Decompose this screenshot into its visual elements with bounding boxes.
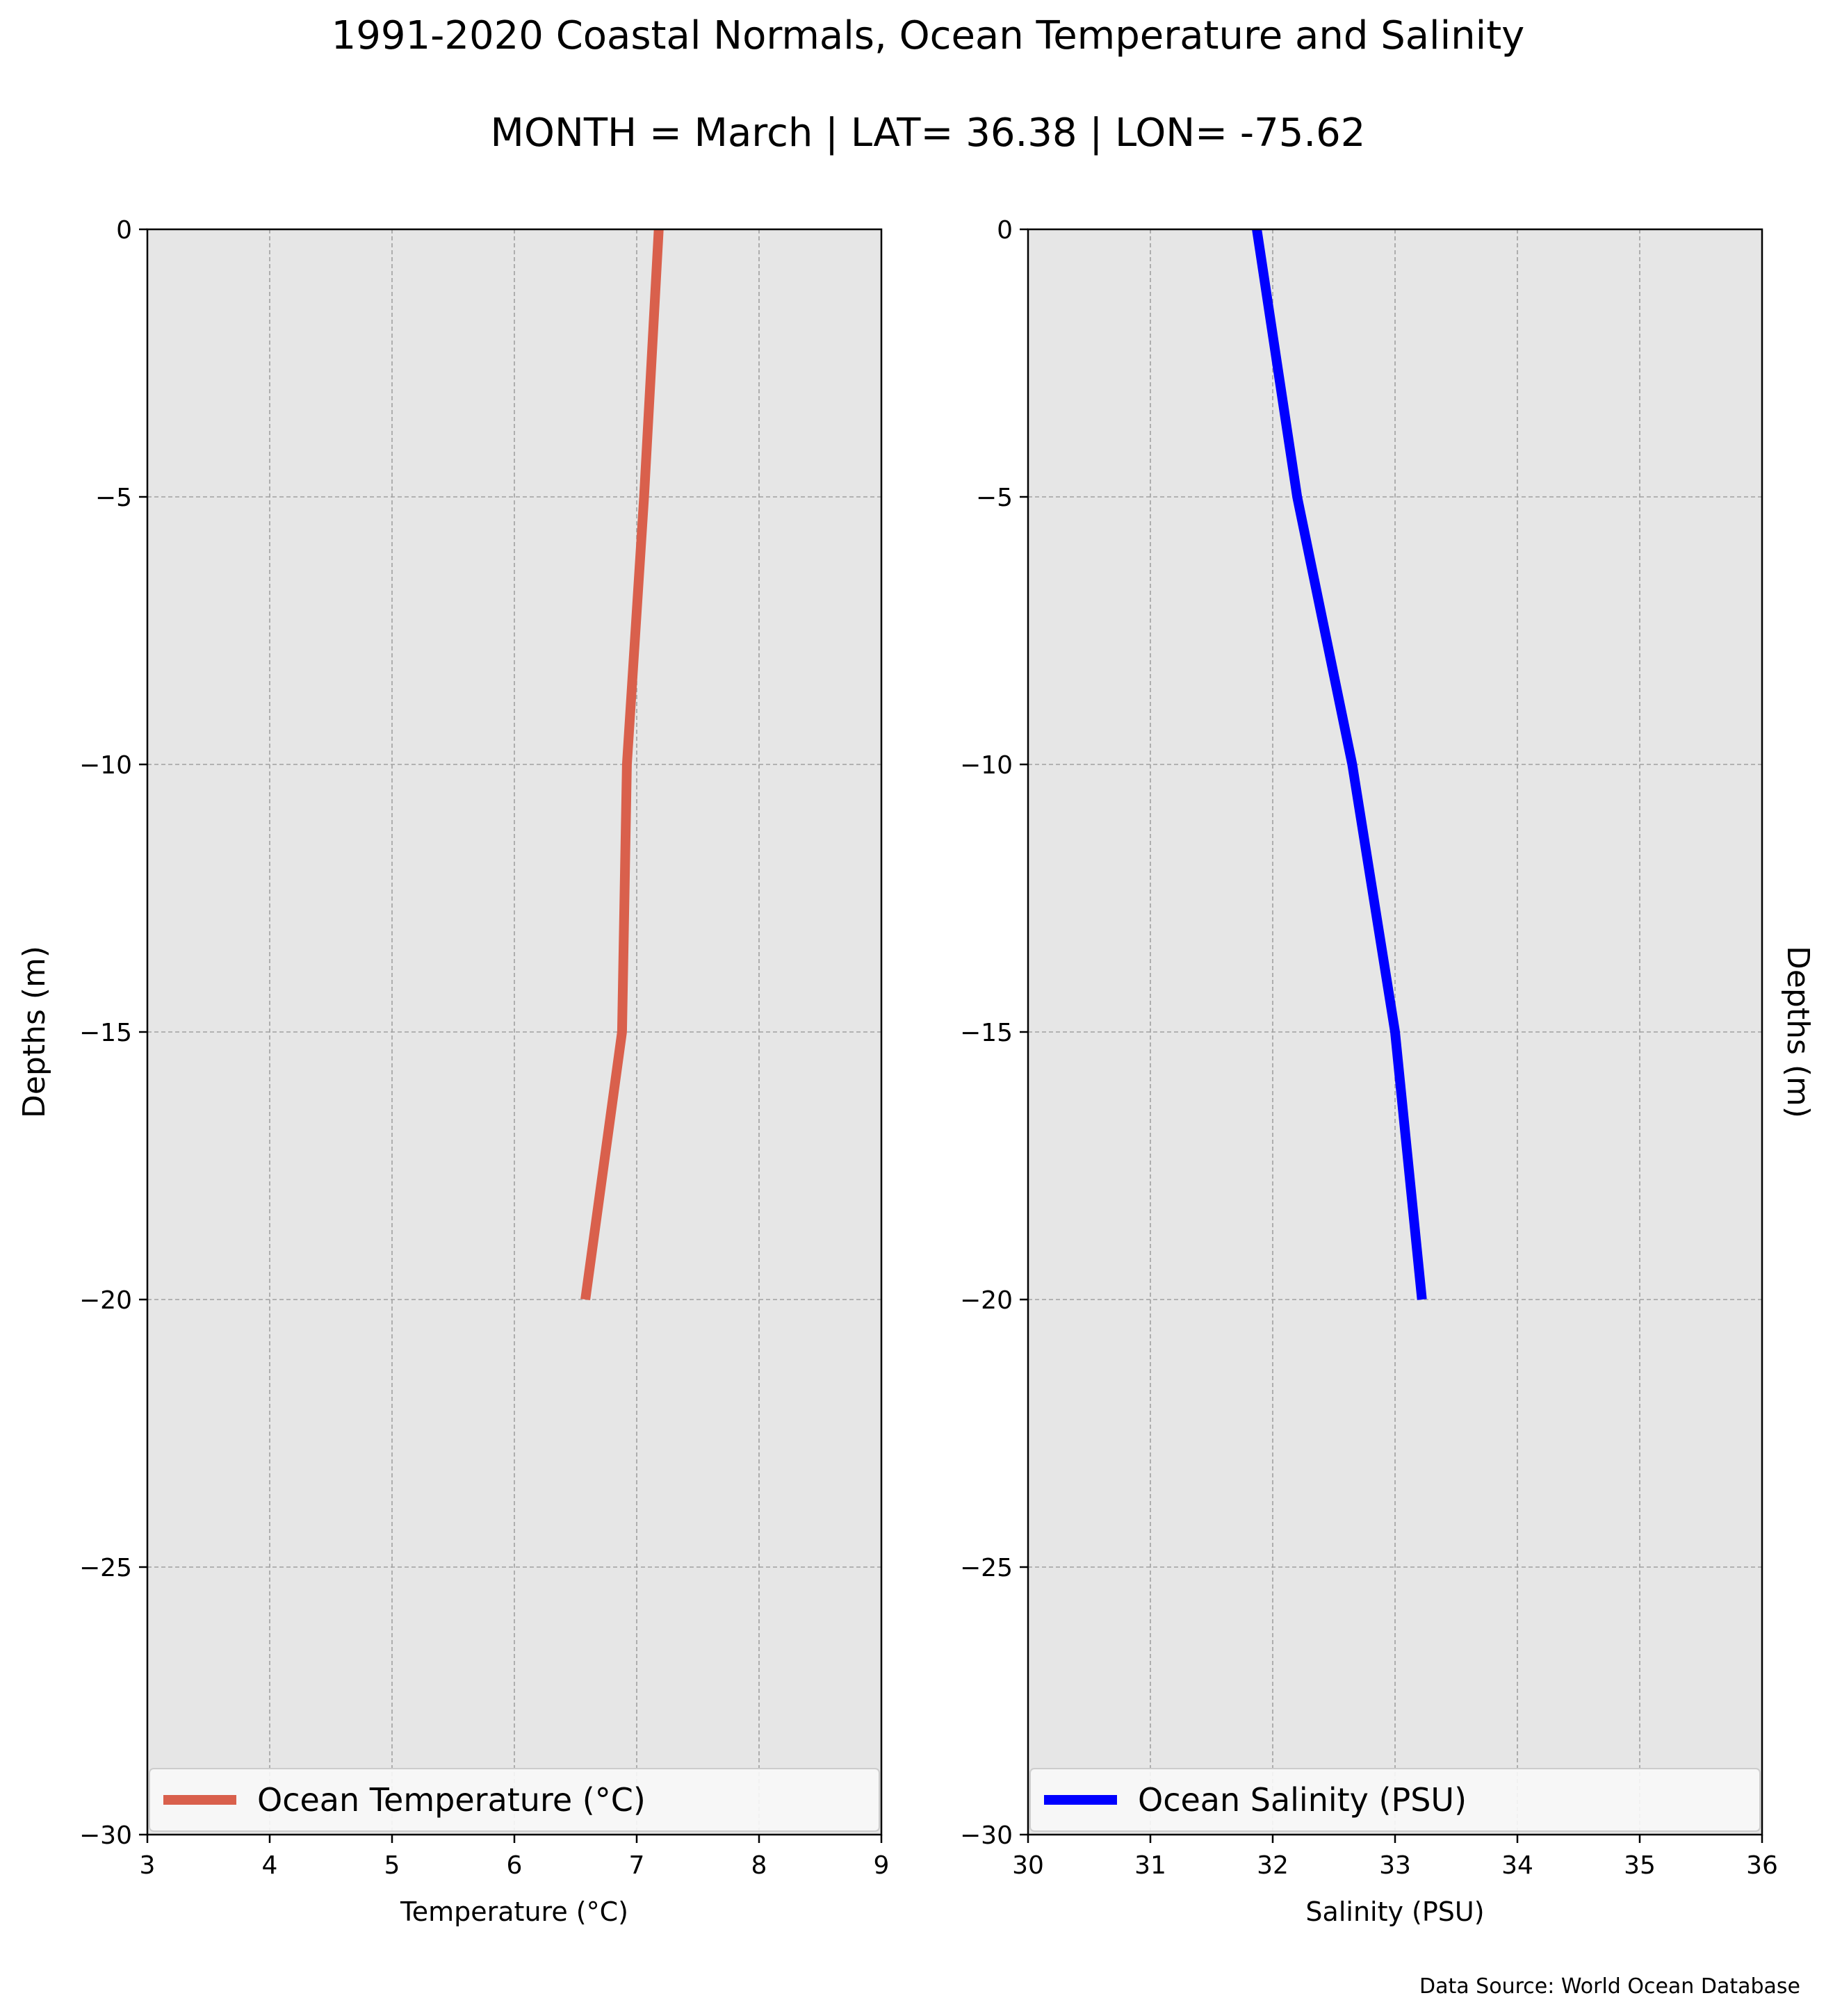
figure-subtitle: MONTH = March | LAT= 36.38 | LON= -75.62 xyxy=(491,110,1366,156)
data-source-note: Data Source: World Ocean Database xyxy=(1419,1974,1800,1999)
salinity-legend-label: Ocean Salinity (PSU) xyxy=(1138,1781,1467,1819)
salinity-y-tick-label: −5 xyxy=(976,484,1013,512)
temperature-y-tick-label: −10 xyxy=(79,751,132,780)
temperature-x-tick-label: 5 xyxy=(384,1851,400,1880)
temperature-y-tick-label: −25 xyxy=(79,1554,132,1582)
salinity-x-tick-label: 33 xyxy=(1379,1851,1411,1880)
temperature-legend-label: Ocean Temperature (°C) xyxy=(257,1781,646,1819)
temperature-x-tick-label: 3 xyxy=(140,1851,156,1880)
temperature-x-tick-label: 8 xyxy=(751,1851,767,1880)
salinity-x-tick-label: 36 xyxy=(1746,1851,1778,1880)
temperature-y-tick-label: −15 xyxy=(79,1019,132,1047)
temperature-y-tick-label: 0 xyxy=(116,216,132,245)
salinity-y-tick-label: −30 xyxy=(960,1821,1013,1850)
salinity-x-tick-label: 35 xyxy=(1624,1851,1656,1880)
salinity-y-tick-label: 0 xyxy=(997,216,1013,245)
temperature-y-tick-label: −5 xyxy=(95,484,132,512)
temperature-y-axis-label: Depths (m) xyxy=(17,946,52,1118)
temperature-x-tick-label: 7 xyxy=(629,1851,645,1880)
salinity-x-tick-label: 30 xyxy=(1012,1851,1044,1880)
temperature-y-tick-label: −30 xyxy=(79,1821,132,1850)
temperature-x-tick-label: 6 xyxy=(507,1851,523,1880)
temperature-panel: Ocean Temperature (°C) 3 4 5 6 7 8 9 0 −5 −10 −15 −2… xyxy=(17,216,889,1927)
salinity-x-tick-label: 34 xyxy=(1501,1851,1533,1880)
salinity-panel: Ocean Salinity (PSU) 30 31 32 33 34 35 36 0 −5 −10… xyxy=(960,216,1816,1927)
salinity-y-tick-label: −15 xyxy=(960,1019,1013,1047)
salinity-y-axis-label: Depths (m) xyxy=(1780,946,1816,1118)
salinity-y-tick-label: −25 xyxy=(960,1554,1013,1582)
salinity-legend xyxy=(1029,1768,1761,1832)
salinity-x-tick-label: 32 xyxy=(1257,1851,1289,1880)
figure-title: 1991-2020 Coastal Normals, Ocean Tempera… xyxy=(332,13,1525,58)
temperature-x-tick-label: 9 xyxy=(874,1851,890,1880)
temperature-x-tick-label: 4 xyxy=(262,1851,278,1880)
temperature-legend xyxy=(149,1768,880,1832)
temperature-x-axis-label: Temperature (°C) xyxy=(400,1896,628,1927)
salinity-y-tick-label: −10 xyxy=(960,751,1013,780)
salinity-x-axis-label: Salinity (PSU) xyxy=(1305,1896,1484,1927)
salinity-y-tick-label: −20 xyxy=(960,1286,1013,1315)
salinity-x-tick-label: 31 xyxy=(1134,1851,1166,1880)
temperature-y-tick-label: −20 xyxy=(79,1286,132,1315)
